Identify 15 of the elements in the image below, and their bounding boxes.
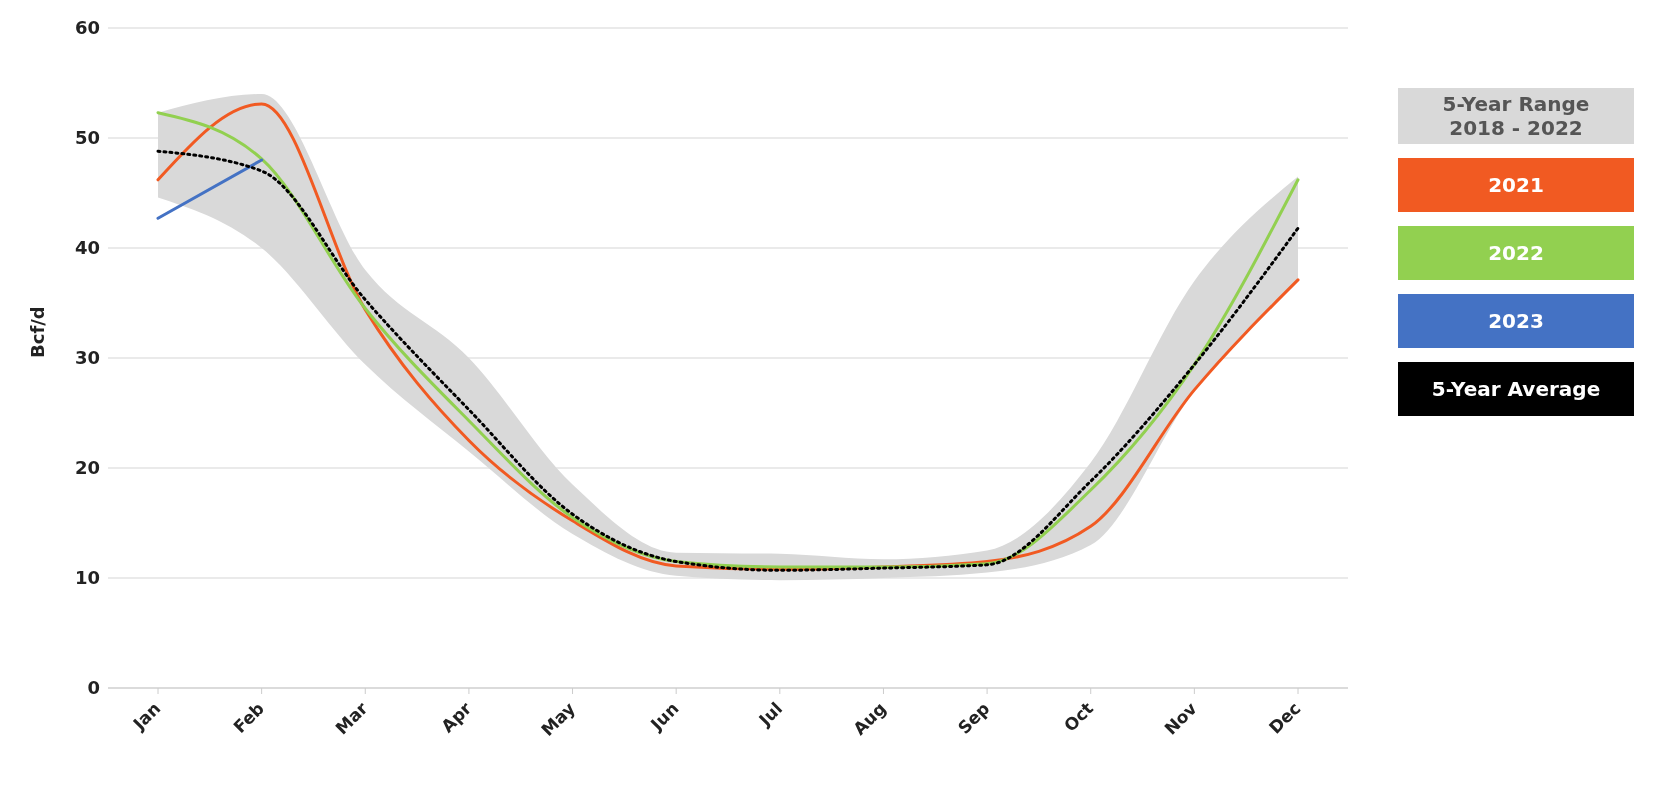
text: 5-Year Range 2018 - 2022 bbox=[1398, 88, 1634, 144]
text: 2023 bbox=[1398, 294, 1634, 348]
x-tick-label: Oct bbox=[1059, 698, 1098, 736]
y-tick-label: 40 bbox=[74, 237, 100, 259]
y-tick-label: 0 bbox=[87, 677, 100, 699]
y-tick-label: 50 bbox=[74, 127, 100, 149]
y-tick-label: 60 bbox=[74, 17, 100, 39]
y-tick-label: 20 bbox=[74, 457, 100, 479]
y-axis-title: Bcf/d bbox=[27, 306, 49, 358]
x-tick-label: Feb bbox=[229, 698, 268, 737]
y-tick-label: 30 bbox=[74, 347, 100, 369]
text: 2022 bbox=[1398, 226, 1634, 280]
text: 5-Year Average bbox=[1398, 362, 1634, 416]
y-tick-label: 10 bbox=[74, 567, 100, 589]
text: 2021 bbox=[1398, 158, 1634, 212]
